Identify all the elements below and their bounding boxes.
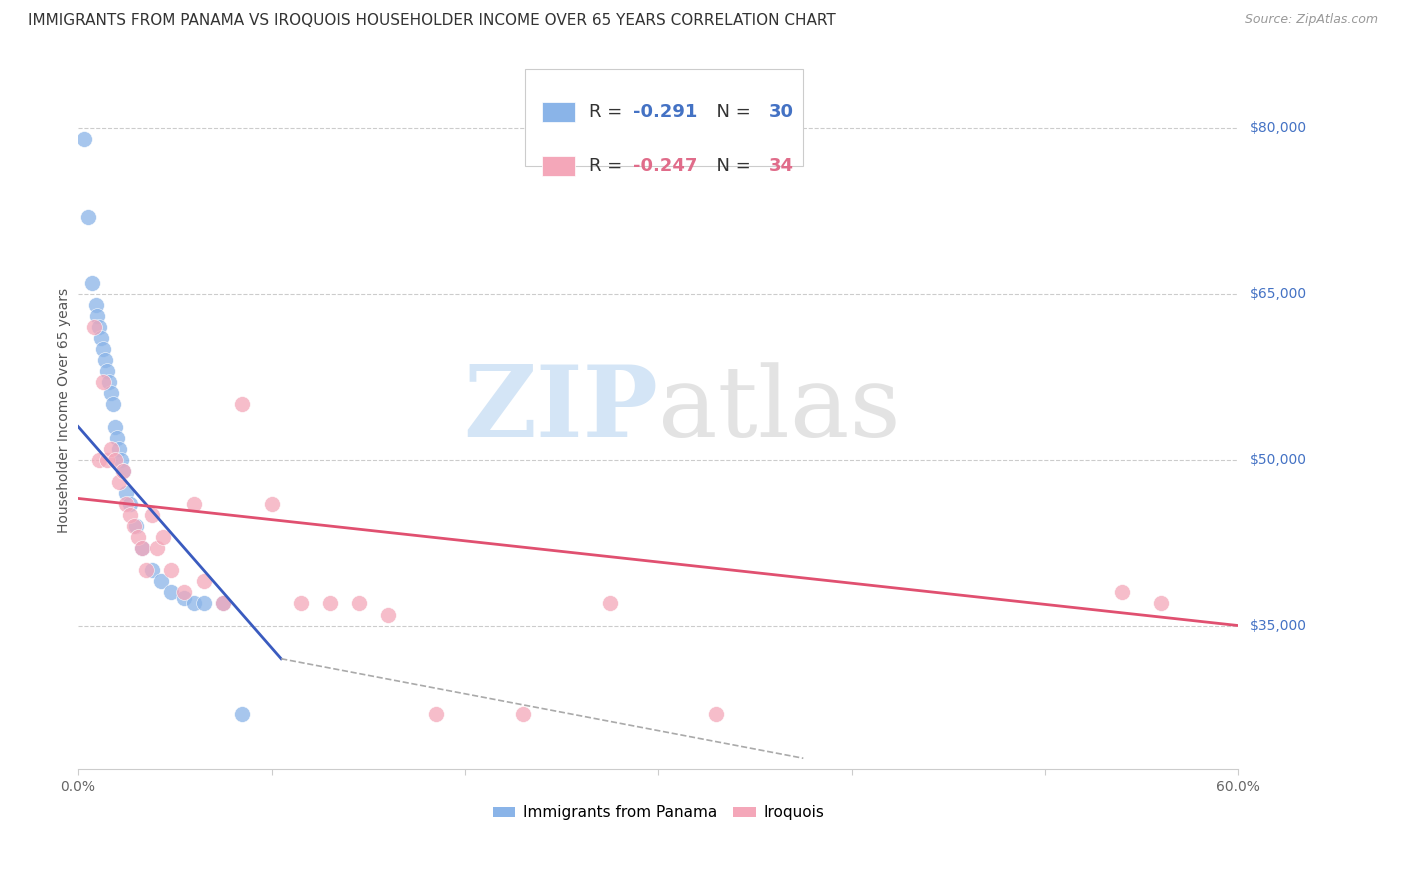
Point <box>512 706 534 721</box>
Text: R =: R = <box>589 103 627 120</box>
Point <box>100 442 122 456</box>
Text: ZIP: ZIP <box>464 361 658 458</box>
Point <box>231 397 253 411</box>
Point <box>73 132 96 146</box>
Point <box>183 497 205 511</box>
Point <box>599 597 621 611</box>
Point <box>212 597 235 611</box>
Bar <box>543 155 575 176</box>
Point <box>89 320 111 334</box>
Point <box>105 431 128 445</box>
Point <box>84 298 107 312</box>
Text: $50,000: $50,000 <box>1250 453 1306 467</box>
Point <box>704 706 727 721</box>
Point <box>120 497 142 511</box>
Point <box>90 331 112 345</box>
Text: N =: N = <box>704 157 756 175</box>
Point <box>183 597 205 611</box>
Point <box>120 508 142 522</box>
Text: 34: 34 <box>769 157 793 175</box>
Point <box>86 309 108 323</box>
Point <box>104 452 127 467</box>
Point <box>83 320 105 334</box>
Point <box>193 574 215 589</box>
Point <box>160 585 183 599</box>
Point <box>193 597 215 611</box>
Point <box>127 530 149 544</box>
Point <box>107 475 129 489</box>
Text: -0.291: -0.291 <box>633 103 697 120</box>
Point <box>125 519 148 533</box>
Point <box>150 574 173 589</box>
Point <box>377 607 399 622</box>
Text: R =: R = <box>589 157 627 175</box>
Point <box>80 276 103 290</box>
Point <box>96 452 118 467</box>
Point <box>160 563 183 577</box>
Point <box>1111 585 1133 599</box>
Point <box>1150 597 1173 611</box>
Point <box>76 210 98 224</box>
Point <box>91 376 114 390</box>
Legend: Immigrants from Panama, Iroquois: Immigrants from Panama, Iroquois <box>486 799 830 826</box>
Y-axis label: Householder Income Over 65 years: Householder Income Over 65 years <box>58 287 72 533</box>
Text: $35,000: $35,000 <box>1250 618 1306 632</box>
Point <box>115 486 138 500</box>
Point <box>104 419 127 434</box>
Point <box>131 541 153 556</box>
Point <box>94 353 117 368</box>
Point <box>231 706 253 721</box>
Point <box>146 541 169 556</box>
Point <box>152 530 174 544</box>
Point <box>115 497 138 511</box>
Point <box>122 519 145 533</box>
Point <box>96 364 118 378</box>
Point <box>141 563 163 577</box>
Point <box>260 497 283 511</box>
Point <box>101 397 124 411</box>
Bar <box>543 102 575 122</box>
Point <box>110 452 132 467</box>
Point <box>212 597 235 611</box>
Text: N =: N = <box>704 103 756 120</box>
Point <box>141 508 163 522</box>
Text: atlas: atlas <box>658 362 901 458</box>
Text: Source: ZipAtlas.com: Source: ZipAtlas.com <box>1244 13 1378 27</box>
Text: $65,000: $65,000 <box>1250 287 1306 301</box>
Point <box>131 541 153 556</box>
Text: -0.247: -0.247 <box>633 157 697 175</box>
Point <box>107 442 129 456</box>
Point <box>135 563 157 577</box>
Point <box>290 597 312 611</box>
Point <box>173 585 195 599</box>
Point <box>89 452 111 467</box>
Point <box>111 464 134 478</box>
Point <box>91 342 114 356</box>
Point <box>100 386 122 401</box>
Point <box>111 464 134 478</box>
Point <box>98 376 121 390</box>
Text: $80,000: $80,000 <box>1250 121 1306 135</box>
Point <box>347 597 370 611</box>
Text: IMMIGRANTS FROM PANAMA VS IROQUOIS HOUSEHOLDER INCOME OVER 65 YEARS CORRELATION : IMMIGRANTS FROM PANAMA VS IROQUOIS HOUSE… <box>28 13 837 29</box>
Point <box>173 591 195 605</box>
FancyBboxPatch shape <box>524 69 803 166</box>
Text: 30: 30 <box>769 103 793 120</box>
Point <box>318 597 340 611</box>
Point <box>425 706 447 721</box>
